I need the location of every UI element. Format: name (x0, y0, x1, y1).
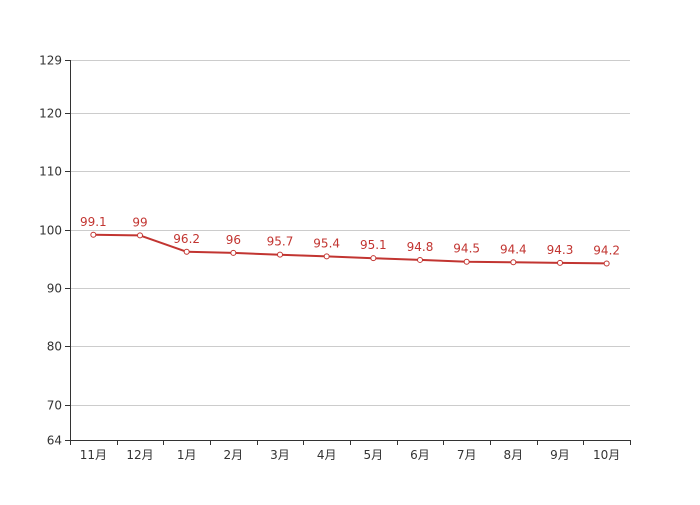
data-label: 96.2 (173, 232, 200, 246)
data-label: 95.7 (267, 235, 294, 249)
data-point (277, 251, 283, 258)
series-line-group (90, 231, 610, 267)
y-tick-label: 110 (39, 165, 62, 179)
x-tick-label: 5月 (364, 448, 384, 462)
y-tick-label: 90 (47, 282, 62, 296)
data-point (603, 260, 610, 267)
data-label: 99 (132, 215, 147, 229)
data-point (557, 259, 563, 266)
y-tick-label: 129 (39, 54, 62, 68)
data-point (323, 253, 330, 260)
data-label: 94.5 (453, 242, 480, 256)
x-tick-label: 2月 (224, 448, 244, 462)
x-tick-label: 9月 (550, 448, 570, 462)
y-tick-label: 100 (39, 224, 62, 238)
data-label: 99.1 (80, 215, 107, 229)
data-point (137, 232, 143, 239)
data-label: 95.4 (313, 236, 340, 250)
data-label: 94.8 (407, 240, 434, 254)
data-label: 96 (226, 233, 241, 247)
x-tick-label: 8月 (504, 448, 524, 462)
x-tick-label: 1月 (177, 448, 197, 462)
data-point (510, 259, 517, 266)
data-point (183, 248, 190, 255)
data-label: 94.2 (593, 243, 620, 257)
y-tick-label: 80 (47, 340, 62, 354)
y-tick-label: 120 (39, 107, 62, 121)
gridlines (70, 60, 630, 406)
x-tick-label: 7月 (457, 448, 477, 462)
x-tick-label: 11月 (80, 448, 107, 462)
x-tick-label: 12月 (126, 448, 153, 462)
data-point (370, 255, 377, 262)
data-label: 95.1 (360, 238, 387, 252)
series-line (93, 233, 607, 265)
axes: 64 70 80 90 100 110 120 129 11月 12月 1月 2月 3月 4月 5月 6月 7月… (39, 54, 631, 462)
x-tick-label: 6月 (410, 448, 430, 462)
x-tick-label: 4月 (317, 448, 337, 462)
data-point (463, 258, 470, 265)
data-label: 94.4 (500, 242, 527, 256)
y-tick-label: 64 (47, 434, 62, 448)
y-tick-label: 70 (47, 399, 62, 413)
data-point (230, 249, 237, 256)
x-tick-label: 3月 (270, 448, 290, 462)
x-tick-label: 10月 (593, 448, 620, 462)
data-point (417, 256, 423, 263)
data-point (90, 231, 97, 238)
data-labels: 99.1 99 96.2 96 95.7 95.4 95.1 94.8 94.5 94.4 94.3… (80, 215, 620, 258)
data-label: 94.3 (547, 243, 574, 257)
